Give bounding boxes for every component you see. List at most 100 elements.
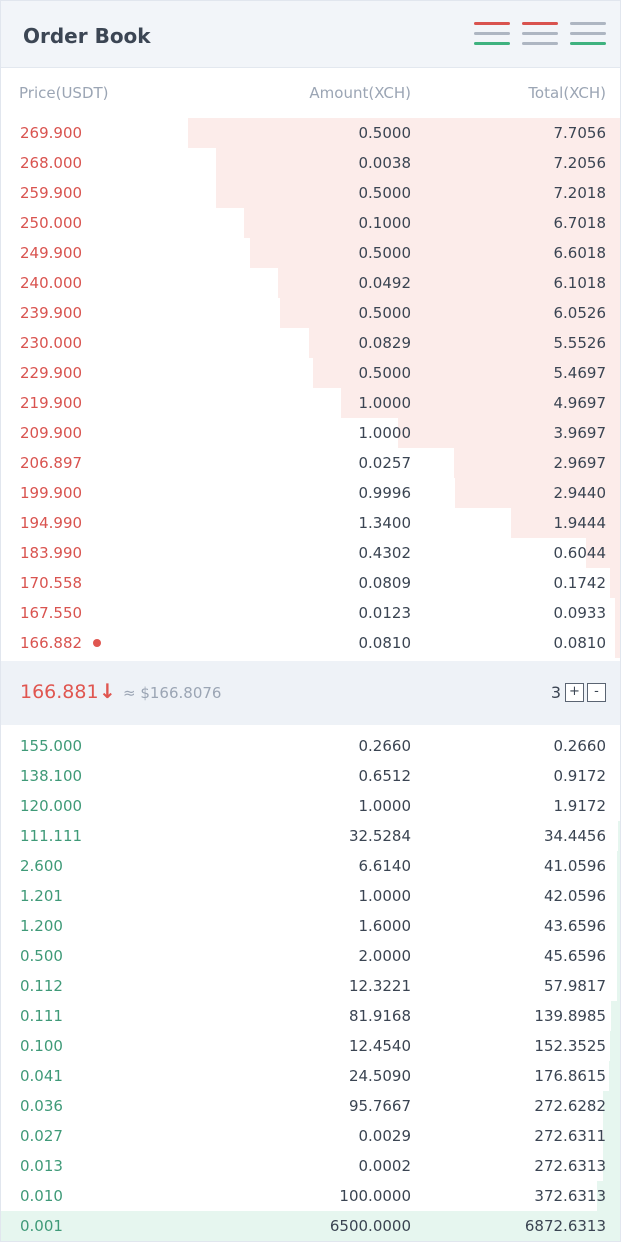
ask-row[interactable]: 199.900 0.9996 2.9440 [1,478,620,508]
order-total: 41.0596 [543,857,606,875]
order-price: 170.558 [20,574,83,592]
order-amount: 0.0829 [358,334,412,352]
ask-row[interactable]: 250.000 0.1000 6.7018 [1,208,620,238]
bid-row[interactable]: 0.111 81.9168 139.8985 [1,1001,620,1031]
depth-bar [278,268,620,298]
view-both-icon[interactable] [474,22,510,48]
asks-list: 269.900 0.5000 7.7056 268.000 0.0038 7.2056 25… [1,118,620,658]
bids-list: 155.000 0.2660 0.2660 138.100 0.6512 0.9172 12… [1,731,620,1241]
order-total: 57.9817 [543,977,606,995]
ask-row[interactable]: 219.900 1.0000 4.9697 [1,388,620,418]
ask-row[interactable]: 239.900 0.5000 6.0526 [1,298,620,328]
decrease-precision-button[interactable]: - [587,683,606,702]
ask-row[interactable]: 268.000 0.0038 7.2056 [1,148,620,178]
order-amount: 0.0002 [358,1157,412,1175]
order-total: 152.3525 [534,1037,606,1055]
order-amount: 0.6512 [358,767,412,785]
order-amount: 0.0038 [358,154,412,172]
order-total: 6.6018 [553,244,607,262]
depth-bar [586,538,620,568]
order-price: 0.027 [20,1127,63,1145]
bid-row[interactable]: 0.013 0.0002 272.6313 [1,1151,620,1181]
depth-bar [615,628,620,658]
order-price: 206.897 [20,454,83,472]
order-total: 7.7056 [553,124,607,142]
increase-precision-button[interactable]: + [565,683,584,702]
order-total: 7.2018 [553,184,607,202]
depth-bar [615,598,620,628]
order-total: 0.6044 [553,544,607,562]
order-price: 268.000 [20,154,83,172]
order-total: 272.6311 [534,1127,606,1145]
bid-row[interactable]: 155.000 0.2660 0.2660 [1,731,620,761]
order-price: 0.041 [20,1067,63,1085]
ask-row[interactable]: 230.000 0.0829 5.5526 [1,328,620,358]
depth-bar [250,238,620,268]
depth-bar [603,1091,620,1121]
depth-bar [216,178,620,208]
depth-bar [1,1211,620,1241]
bid-row[interactable]: 0.010 100.0000 372.6313 [1,1181,620,1211]
ask-row[interactable]: 183.990 0.4302 0.6044 [1,538,620,568]
order-price: 250.000 [20,214,83,232]
depth-bar [617,881,620,911]
order-amount: 0.0809 [358,574,412,592]
bid-row[interactable]: 120.000 1.0000 1.9172 [1,791,620,821]
order-amount: 12.4540 [348,1037,411,1055]
column-headers: Price(USDT) Amount(XCH) Total(XCH) [1,68,620,118]
bid-row[interactable]: 0.041 24.5090 176.8615 [1,1061,620,1091]
depth-bar [455,478,620,508]
order-amount: 95.7667 [348,1097,411,1115]
depth-bar [398,418,620,448]
order-price: 111.111 [20,827,83,845]
bid-row[interactable]: 1.201 1.0000 42.0596 [1,881,620,911]
bid-row[interactable]: 1.200 1.6000 43.6596 [1,911,620,941]
order-amount: 0.5000 [358,304,412,322]
order-amount: 0.5000 [358,364,412,382]
depth-bar [609,1061,620,1091]
bid-row[interactable]: 0.100 12.4540 152.3525 [1,1031,620,1061]
ask-row[interactable]: 269.900 0.5000 7.7056 [1,118,620,148]
order-total: 372.6313 [534,1187,606,1205]
panel-title: Order Book [23,24,151,48]
ask-row[interactable]: 166.882 0.0810 0.0810 [1,628,620,658]
order-amount: 1.0000 [358,797,412,815]
view-bids-icon[interactable] [570,22,606,48]
bid-row[interactable]: 0.036 95.7667 272.6282 [1,1091,620,1121]
order-amount: 100.0000 [339,1187,411,1205]
view-asks-icon[interactable] [522,22,558,48]
order-amount: 0.9996 [358,484,412,502]
view-toggle-group [474,22,606,48]
order-total: 0.0810 [553,634,607,652]
ask-row[interactable]: 194.990 1.3400 1.9444 [1,508,620,538]
bid-row[interactable]: 0.027 0.0029 272.6311 [1,1121,620,1151]
order-total: 7.2056 [553,154,607,172]
ask-row[interactable]: 170.558 0.0809 0.1742 [1,568,620,598]
order-total: 1.9172 [553,797,607,815]
order-total: 272.6313 [534,1157,606,1175]
bid-row[interactable]: 111.111 32.5284 34.4456 [1,821,620,851]
depth-bar [611,1001,620,1031]
order-total: 1.9444 [553,514,607,532]
bid-row[interactable]: 138.100 0.6512 0.9172 [1,761,620,791]
order-price: 2.600 [20,857,63,875]
ask-row[interactable]: 240.000 0.0492 6.1018 [1,268,620,298]
depth-bar [511,508,620,538]
bid-row[interactable]: 0.500 2.0000 45.6596 [1,941,620,971]
ask-row[interactable]: 259.900 0.5000 7.2018 [1,178,620,208]
ask-row[interactable]: 249.900 0.5000 6.6018 [1,238,620,268]
order-amount: 0.0123 [358,604,412,622]
ask-row[interactable]: 209.900 1.0000 3.9697 [1,418,620,448]
ask-row[interactable]: 206.897 0.0257 2.9697 [1,448,620,478]
ask-row[interactable]: 229.900 0.5000 5.4697 [1,358,620,388]
depth-bar [618,821,620,851]
order-price: 0.111 [20,1007,63,1025]
bid-row[interactable]: 2.600 6.6140 41.0596 [1,851,620,881]
order-total: 6.0526 [553,304,607,322]
bid-row[interactable]: 0.112 12.3221 57.9817 [1,971,620,1001]
ask-row[interactable]: 167.550 0.0123 0.0933 [1,598,620,628]
order-price: 167.550 [20,604,83,622]
order-total: 272.6282 [534,1097,606,1115]
bid-row[interactable]: 0.001 6500.0000 6872.6313 [1,1211,620,1241]
order-book-header: Order Book [1,1,620,68]
